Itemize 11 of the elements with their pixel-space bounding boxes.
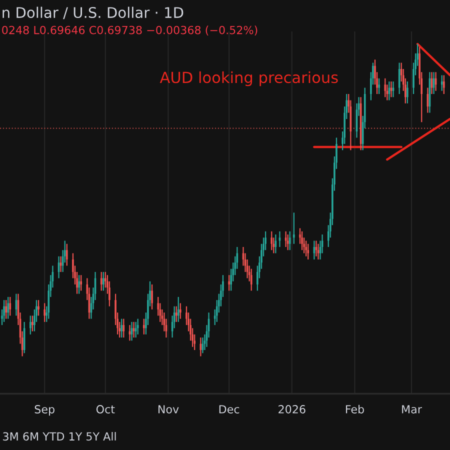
x-tick-label: Nov [158, 405, 179, 414]
x-tick-label: Oct [96, 405, 115, 414]
chart-title: n Dollar / U.S. Dollar · 1D [2, 6, 184, 20]
x-tick-label: Sep [34, 405, 54, 416]
text: 3M 6M YTD 1Y 5Y All [3, 432, 116, 441]
x-tick-label: Mar [402, 405, 422, 414]
annotation: AUD looking precarious [160, 71, 338, 86]
x-tick-label: Feb [346, 404, 364, 414]
x-tick-label: Dec [219, 405, 240, 414]
x-tick-label: 2026 [278, 405, 306, 414]
chart-subtitle: 0248 L0.69646 C0.69738 −0.00368 (−0.52%) [2, 26, 258, 36]
